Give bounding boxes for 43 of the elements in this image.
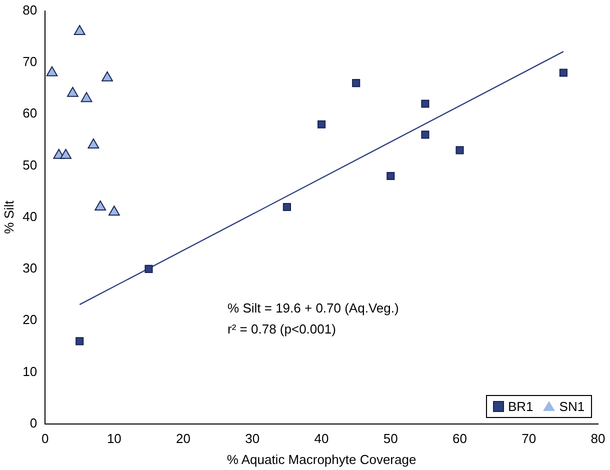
point xyxy=(559,68,568,77)
point xyxy=(421,130,430,139)
y-axis-title: % Silt xyxy=(1,200,16,234)
point xyxy=(317,120,326,128)
y-tick-label: 20 xyxy=(22,312,38,328)
point xyxy=(60,148,72,159)
y-tick-label: 30 xyxy=(22,260,38,276)
y-tick-label: 80 xyxy=(22,2,38,18)
y-tick-label: 60 xyxy=(22,106,38,121)
point xyxy=(94,200,106,210)
point xyxy=(108,206,120,216)
point xyxy=(282,202,292,212)
y-tick-label: 50 xyxy=(22,157,38,172)
x-tick-label: 80 xyxy=(590,431,606,446)
point xyxy=(80,92,92,102)
x-tick-label: 20 xyxy=(176,431,191,446)
x-tick-label: 70 xyxy=(522,431,536,446)
point xyxy=(456,146,464,154)
x-axis-title: % Aquatic Macrophyte Coverage xyxy=(226,452,416,467)
point xyxy=(46,66,58,76)
x-tick-label: 60 xyxy=(452,431,467,446)
point xyxy=(421,100,430,108)
point xyxy=(144,264,153,273)
annotation: % Silt = 19.6 + 0.70 (Aq.Veg.) xyxy=(228,300,399,316)
x-tick-label: 40 xyxy=(314,431,329,446)
y-tick-label: 70 xyxy=(22,54,38,70)
point xyxy=(88,138,100,149)
y-tick-label: 10 xyxy=(22,364,38,379)
point xyxy=(74,24,86,35)
x-tick-label: 50 xyxy=(383,431,398,446)
y-tick-label: 40 xyxy=(22,208,38,224)
legend-label: SN1 xyxy=(559,398,585,414)
point xyxy=(386,172,395,180)
point xyxy=(102,71,113,82)
x-tick-label: 30 xyxy=(245,431,260,446)
x-tick-label: 0 xyxy=(41,431,49,446)
x-tick-label: 10 xyxy=(106,431,122,446)
annotation: r² = 0.78 (p<0.001) xyxy=(228,321,336,336)
point xyxy=(352,79,360,88)
y-tick-label: 0 xyxy=(30,415,38,430)
point xyxy=(76,337,84,346)
point xyxy=(67,86,78,97)
legend-label: BR1 xyxy=(508,398,534,414)
